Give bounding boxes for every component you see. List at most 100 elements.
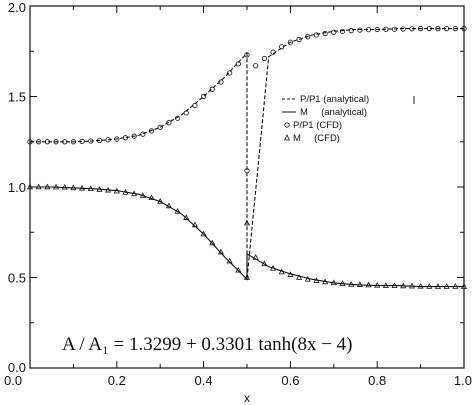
marker-mach-cfd [304, 275, 311, 282]
marker-mach-cfd [278, 268, 285, 275]
series-line-mach-analytical [30, 186, 464, 288]
marker-mach-cfd [287, 271, 294, 277]
legend-swatch-circle [284, 122, 290, 128]
marker-mach-cfd [348, 280, 355, 287]
marker-pressure-cfd [287, 39, 293, 45]
x-tick-label: 1.0 [454, 373, 472, 388]
marker-mach-cfd [243, 219, 251, 226]
marker-pressure-cfd [331, 29, 337, 35]
x-tick-label: 0.8 [368, 373, 386, 388]
marker-pressure-cfd [114, 136, 120, 142]
marker-pressure-cfd [313, 32, 320, 38]
marker-pressure-cfd [53, 139, 59, 145]
legend-entry-label: P/P1 (CFD) [293, 120, 342, 131]
series-markers [26, 26, 468, 289]
marker-mach-cfd [131, 190, 138, 197]
marker-pressure-cfd [157, 124, 163, 130]
marker-mach-cfd [217, 248, 225, 255]
marker-mach-cfd [391, 282, 398, 289]
marker-pressure-cfd [201, 93, 207, 100]
marker-pressure-cfd [70, 139, 77, 145]
marker-pressure-cfd [105, 137, 111, 143]
marker-pressure-cfd [131, 133, 137, 139]
marker-pressure-cfd [435, 26, 441, 32]
marker-mach-cfd [443, 283, 450, 289]
marker-pressure-cfd [270, 49, 276, 55]
marker-mach-cfd [61, 183, 68, 190]
marker-mach-cfd [226, 257, 233, 264]
marker-pressure-cfd [235, 61, 241, 67]
marker-pressure-cfd [192, 102, 198, 109]
marker-mach-cfd [452, 283, 459, 289]
marker-pressure-cfd [365, 27, 372, 33]
marker-mach-cfd [148, 194, 155, 201]
legend-entry-label: M (analytical) [300, 107, 367, 118]
marker-mach-cfd [460, 283, 468, 289]
marker-pressure-cfd [348, 28, 354, 34]
marker-pressure-cfd [244, 52, 250, 58]
marker-pressure-cfd [96, 137, 103, 144]
marker-pressure-cfd [426, 26, 432, 32]
marker-pressure-cfd [461, 26, 467, 32]
marker-pressure-cfd [244, 168, 250, 174]
x-tick-label: 0.6 [281, 373, 299, 388]
marker-pressure-cfd [88, 138, 94, 144]
marker-mach-cfd [174, 207, 181, 214]
marker-pressure-cfd [36, 139, 42, 145]
marker-mach-cfd [200, 230, 207, 237]
x-tick-label: 0.0 [4, 373, 22, 388]
marker-pressure-cfd [227, 70, 233, 76]
marker-pressure-cfd [148, 128, 155, 134]
marker-mach-cfd [434, 283, 442, 289]
marker-mach-cfd [122, 188, 129, 195]
marker-mach-cfd [35, 183, 42, 190]
marker-mach-cfd [191, 221, 198, 228]
marker-mach-cfd [70, 184, 77, 191]
x-tick-label: 0.4 [195, 373, 213, 388]
marker-pressure-cfd [261, 55, 267, 62]
marker-pressure-cfd [357, 27, 363, 33]
marker-mach-cfd [79, 184, 86, 191]
y-tick-label: 1.5 [8, 90, 26, 105]
marker-mach-cfd [417, 282, 424, 289]
marker-mach-cfd [165, 202, 172, 209]
marker-pressure-cfd [452, 26, 458, 32]
y-tick-label: 0.5 [8, 271, 26, 286]
legend: P/P1 (analytical) M (analytical) P/P1 (CFD… [278, 92, 416, 154]
marker-mach-cfd [339, 280, 346, 286]
marker-pressure-cfd [140, 131, 146, 137]
marker-mach-cfd [209, 239, 216, 246]
marker-mach-cfd [252, 254, 259, 260]
marker-mach-cfd [139, 192, 146, 198]
legend-entry-label: M (CFD) [293, 133, 340, 144]
marker-pressure-cfd [383, 26, 389, 32]
marker-pressure-cfd [62, 139, 68, 145]
marker-mach-cfd [87, 185, 94, 192]
marker-pressure-cfd [44, 139, 50, 145]
marker-mach-cfd [374, 282, 381, 288]
marker-pressure-cfd [322, 30, 328, 37]
marker-mach-cfd [235, 266, 242, 273]
marker-mach-cfd [330, 279, 337, 286]
marker-pressure-cfd [79, 138, 85, 144]
marker-mach-cfd [96, 186, 103, 192]
marker-mach-cfd [365, 281, 372, 288]
y-tick-label: 2.0 [8, 0, 26, 15]
marker-pressure-cfd [166, 120, 172, 126]
marker-mach-cfd [261, 260, 268, 267]
marker-pressure-cfd [27, 139, 33, 145]
formula-annotation: A / A₁ = 1.3299 + 0.3301 tanh(8x − 4) [62, 334, 353, 355]
marker-pressure-cfd [279, 44, 285, 50]
marker-mach-cfd [322, 278, 329, 285]
marker-pressure-cfd [122, 135, 129, 141]
marker-mach-cfd [296, 274, 303, 280]
marker-mach-cfd [382, 282, 389, 288]
legend-entry-label: P/P1 (analytical) [300, 94, 369, 105]
marker-pressure-cfd [391, 26, 398, 32]
axis-ticks: 0.0 0.2 0.4 0.6 0.8 1.0 0.0 0.5 1.0 1.5 2.0 [4, 0, 472, 388]
marker-mach-cfd [426, 283, 433, 289]
marker-mach-cfd [269, 265, 277, 271]
marker-mach-cfd [26, 183, 34, 190]
legend-box [278, 92, 416, 154]
